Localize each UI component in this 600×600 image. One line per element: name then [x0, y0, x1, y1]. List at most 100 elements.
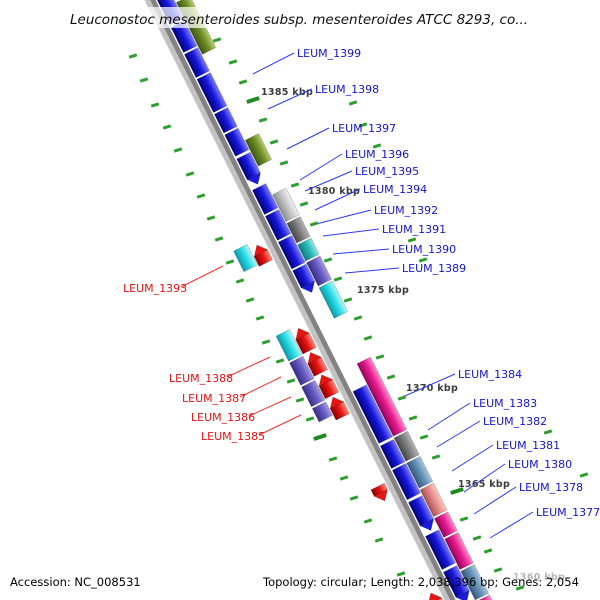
gene-arrow[interactable]	[264, 209, 292, 241]
label-leader-line	[332, 248, 390, 255]
gene-label[interactable]: LEUM_1387	[182, 392, 246, 405]
gene-arrow[interactable]	[444, 532, 474, 570]
gene-arrow[interactable]	[352, 384, 393, 444]
gene-arrow[interactable]	[460, 564, 489, 600]
gene-label[interactable]: LEUM_1380	[508, 458, 572, 471]
feature-tick	[185, 171, 195, 177]
label-leader-line	[463, 463, 506, 493]
feature-tick	[238, 79, 248, 85]
gene-arrow-tip[interactable]	[373, 488, 391, 504]
gene-arrow[interactable]	[356, 356, 408, 437]
feature-tick	[290, 182, 300, 188]
label-leader-line	[267, 88, 313, 110]
gene-label[interactable]: LEUM_1390	[392, 243, 456, 256]
feature-tick	[323, 257, 333, 263]
gene-arrow[interactable]	[244, 133, 273, 167]
gene-arrow[interactable]	[419, 482, 448, 518]
gene-label[interactable]: LEUM_1394	[363, 183, 427, 196]
gene-arrow-tip[interactable]	[424, 590, 443, 600]
gene-arrow[interactable]	[406, 455, 434, 489]
title-backdrop	[60, 7, 546, 28]
gene-arrow[interactable]	[306, 255, 332, 287]
status-topology: Topology: circular; Length: 2,038,396 bp…	[262, 575, 579, 589]
feature-tick	[396, 571, 406, 577]
feature-tick	[279, 160, 289, 166]
gene-arrow-tip[interactable]	[292, 325, 310, 341]
gene-arrow[interactable]	[434, 511, 458, 538]
gene-label[interactable]: LEUM_1383	[473, 397, 537, 410]
label-leader-line	[304, 170, 353, 192]
gene-arrow[interactable]	[233, 243, 258, 273]
gene-arrow-tip[interactable]	[246, 172, 264, 188]
gene-arrow[interactable]	[289, 355, 315, 386]
gene-label[interactable]: LEUM_1388	[169, 372, 233, 385]
gene-arrow[interactable]	[379, 438, 406, 469]
gene-label[interactable]: LEUM_1396	[345, 148, 409, 161]
feature-tick	[295, 397, 305, 403]
label-leader-line	[286, 127, 330, 150]
gene-label[interactable]: LEUM_1378	[519, 481, 583, 494]
feature-tick	[246, 96, 260, 104]
gene-arrow[interactable]	[277, 235, 306, 270]
kbp-marker: 1370 kbp	[406, 383, 458, 394]
gene-arrow-tip[interactable]	[419, 518, 437, 534]
gene-label[interactable]: LEUM_1385	[201, 430, 265, 443]
gene-label[interactable]: LEUM_1381	[496, 439, 560, 452]
gene-arrow-tip[interactable]	[304, 349, 322, 365]
gene-label[interactable]: LEUM_1397	[332, 122, 396, 135]
gene-arrow[interactable]	[301, 379, 326, 408]
kbp-marker: 1375 kbp	[357, 285, 409, 296]
gene-arrow[interactable]	[393, 430, 420, 462]
gene-arrow[interactable]	[297, 237, 320, 262]
gene-arrow[interactable]	[224, 127, 250, 157]
gene-arrow[interactable]	[425, 529, 456, 570]
label-leader-line	[489, 511, 534, 539]
feature-tick	[212, 37, 222, 43]
label-leader-line	[473, 486, 517, 515]
gene-arrow[interactable]	[318, 280, 349, 319]
gene-arrow[interactable]	[391, 463, 421, 501]
gene-label[interactable]: LEUM_1399	[297, 47, 361, 60]
gene-arrow[interactable]	[275, 328, 303, 362]
gene-arrow-tip[interactable]	[315, 371, 334, 387]
gene-arrow-tip[interactable]	[326, 394, 345, 410]
gene-label[interactable]: LEUM_1392	[374, 204, 438, 217]
gene-arrow[interactable]	[196, 72, 228, 113]
label-leader-line	[314, 188, 361, 211]
gene-label[interactable]: LEUM_1391	[382, 223, 446, 236]
kbp-marker: 1365 kbp	[458, 479, 510, 490]
label-leader-line	[397, 373, 456, 400]
feature-tick	[353, 315, 363, 321]
gene-arrow[interactable]	[272, 187, 300, 222]
feature-tick	[386, 374, 396, 380]
gene-arrow-tip[interactable]	[300, 280, 318, 296]
gene-label[interactable]: LEUM_1382	[483, 415, 547, 428]
feature-tick	[313, 433, 327, 441]
gene-arrow[interactable]	[213, 107, 238, 134]
label-leader-line	[344, 267, 400, 274]
feature-tick	[258, 117, 268, 123]
feature-tick	[228, 59, 238, 65]
gene-arrow-tip[interactable]	[250, 242, 269, 258]
gene-arrow[interactable]	[311, 401, 333, 423]
label-leader-line	[427, 402, 471, 431]
gene-label[interactable]: LEUM_1377	[536, 506, 600, 519]
gene-arrow[interactable]	[184, 47, 210, 78]
gene-label[interactable]: LEUM_1398	[315, 83, 379, 96]
feature-tick	[139, 77, 149, 83]
label-leader-line	[451, 444, 494, 472]
gene-label[interactable]: LEUM_1386	[191, 411, 255, 424]
gene-arrow[interactable]	[475, 594, 499, 600]
gene-label[interactable]: LEUM_1384	[458, 368, 522, 381]
gene-label[interactable]: LEUM_1389	[402, 262, 466, 275]
feature-tick	[579, 472, 589, 478]
feature-tick	[245, 297, 255, 303]
feature-tick	[483, 548, 493, 554]
gene-arrow[interactable]	[286, 216, 311, 244]
gene-label[interactable]: LEUM_1393	[123, 282, 187, 295]
feature-tick	[286, 378, 296, 384]
gene-arrow[interactable]	[252, 183, 279, 215]
gene-label[interactable]: LEUM_1395	[355, 165, 419, 178]
feature-tick	[375, 354, 385, 360]
